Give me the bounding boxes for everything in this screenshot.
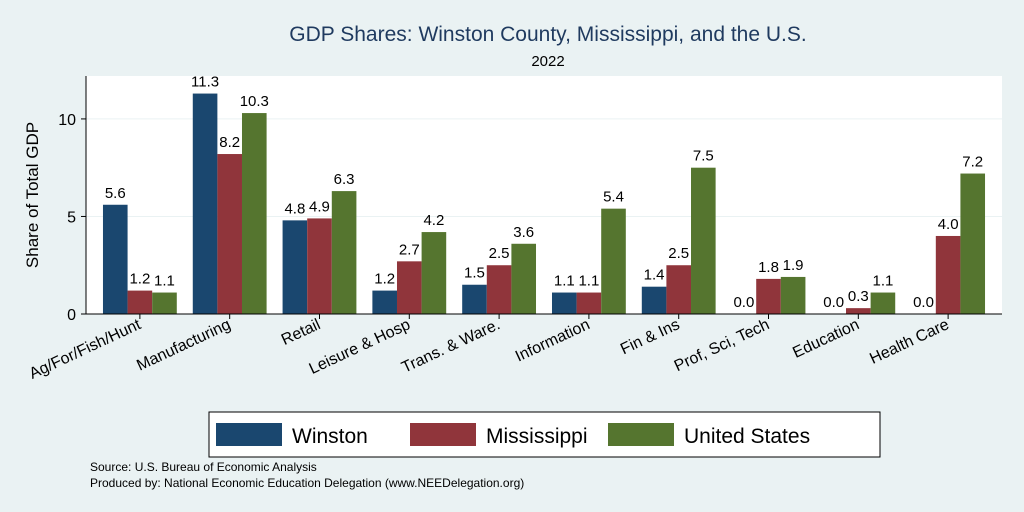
bar: [691, 167, 716, 314]
data-label: 4.0: [938, 216, 959, 233]
data-label: 1.9: [783, 257, 804, 274]
chart-subtitle: 2022: [531, 53, 564, 70]
data-label: 1.4: [644, 267, 665, 284]
chart-title: GDP Shares: Winston County, Mississippi,…: [289, 23, 806, 46]
legend-swatch: [410, 423, 476, 446]
bar: [641, 286, 667, 314]
bar: [486, 265, 512, 314]
data-label: 2.5: [668, 245, 689, 262]
data-label: 4.2: [423, 212, 444, 229]
y-ticks: 0 5 10: [58, 112, 86, 324]
bar: [551, 292, 577, 314]
bar: [666, 265, 692, 314]
data-label: 1.8: [758, 259, 779, 276]
data-label: 0.0: [913, 294, 934, 311]
data-label: 1.1: [578, 273, 599, 290]
data-label: 7.5: [693, 148, 714, 165]
bar: [127, 290, 153, 314]
bar: [331, 191, 357, 314]
data-label: 4.9: [309, 198, 330, 215]
bar: [960, 173, 986, 314]
data-label: 1.2: [374, 271, 395, 288]
bar: [870, 292, 896, 314]
data-label: 11.3: [191, 74, 219, 91]
data-label: 6.3: [334, 171, 355, 188]
category-label: Information: [513, 316, 593, 365]
source-note: Source: U.S. Bureau of Economic Analysis: [90, 460, 317, 474]
y-tick-label: 10: [58, 112, 76, 129]
y-tick-label: 5: [67, 209, 76, 226]
data-label: 0.0: [823, 294, 844, 311]
produced-by-note: Produced by: National Economic Education…: [90, 476, 524, 490]
bar: [307, 218, 332, 314]
category-label: Manufacturing: [134, 316, 233, 374]
data-label: 8.2: [219, 134, 240, 151]
legend-label: Winston: [292, 425, 368, 448]
bar: [935, 235, 961, 314]
bar: [241, 113, 267, 314]
data-label: 10.3: [240, 93, 269, 110]
data-label: 2.7: [399, 241, 420, 258]
category-label: Leisure & Hosp: [307, 316, 413, 378]
legend: Winston Mississippi United States: [208, 411, 881, 458]
bars: [102, 93, 986, 315]
bar: [846, 308, 871, 314]
bar: [152, 292, 177, 314]
legend-label: United States: [684, 425, 810, 448]
data-label: 1.5: [464, 265, 485, 282]
category-label: Health Care: [867, 316, 952, 368]
data-label: 3.6: [513, 224, 534, 241]
data-label: 5.6: [105, 185, 126, 202]
bar: [421, 232, 447, 314]
bar: [102, 204, 128, 314]
legend-swatch: [216, 423, 282, 446]
category-label: Prof, Sci, Tech: [672, 316, 772, 375]
data-label: 4.8: [284, 200, 305, 217]
data-label: 1.1: [872, 273, 893, 290]
bar: [372, 290, 397, 314]
bar: [217, 154, 242, 314]
category-label: Trans. & Ware.: [399, 316, 503, 376]
data-label: 0.0: [733, 294, 754, 311]
data-label: 1.1: [554, 273, 575, 290]
legend-box: [208, 411, 881, 458]
data-label: 1.1: [154, 273, 175, 290]
y-axis-label: Share of Total GDP: [23, 122, 42, 268]
category-label: Retail: [279, 316, 323, 349]
bar: [756, 278, 781, 314]
data-label: 0.3: [848, 288, 869, 305]
data-labels: 5.61.2 1.111.38.210.34.8 4.96.31.22.74.21.…: [105, 74, 983, 311]
legend-swatch: [608, 423, 674, 446]
data-label: 1.2: [129, 271, 150, 288]
bar: [462, 284, 487, 314]
bar: [780, 276, 806, 314]
bar: [192, 93, 218, 315]
y-tick-label: 0: [67, 307, 76, 324]
bar: [511, 243, 537, 314]
category-label: Fin & Ins: [618, 316, 682, 358]
data-label: 7.2: [962, 154, 983, 171]
category-label: Education: [790, 316, 862, 361]
legend-label: Mississippi: [486, 425, 588, 448]
bar: [282, 220, 308, 314]
bar: [601, 208, 626, 314]
data-label: 2.5: [489, 245, 510, 262]
bar: [576, 292, 602, 314]
category-label: Ag/For/Fish/Hunt: [27, 316, 144, 383]
data-label: 5.4: [603, 189, 624, 206]
bar: [396, 261, 422, 314]
